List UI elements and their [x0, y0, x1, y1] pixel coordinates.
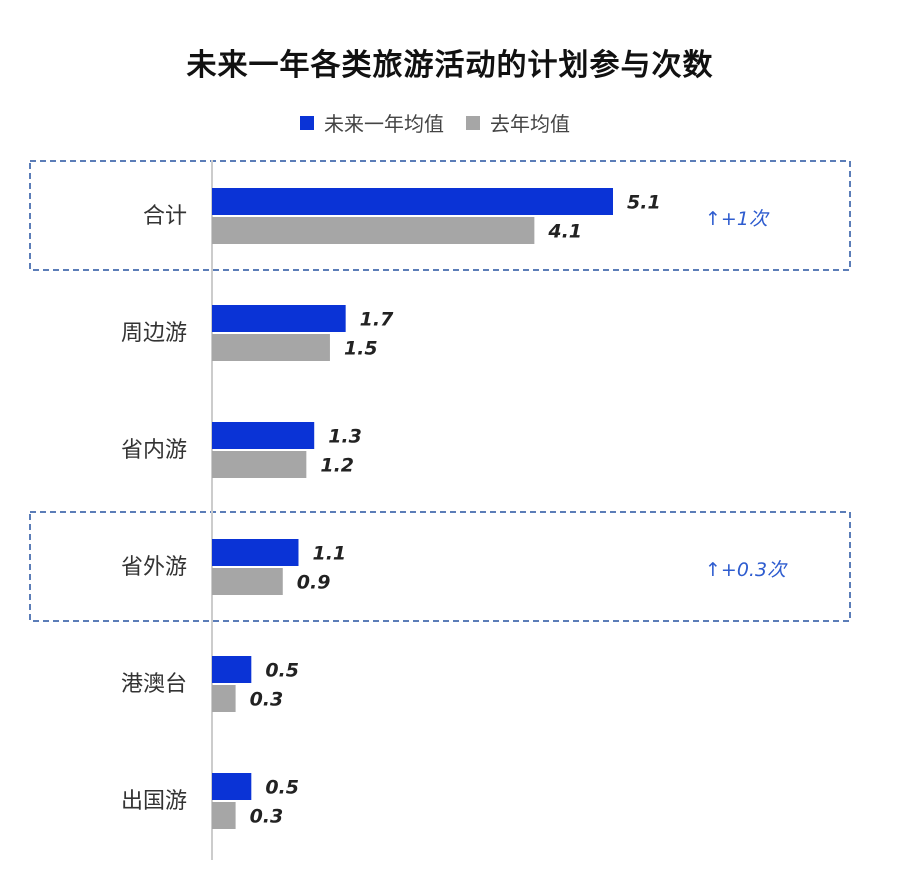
legend-label-series1: 未来一年均值 [324, 112, 444, 136]
legend-item-series2: 去年均值 [466, 108, 570, 137]
category-label-3: 省外游 [121, 555, 187, 580]
category-label-0: 合计 [143, 204, 187, 229]
legend-label-series2: 去年均值 [490, 112, 570, 136]
value-label-series2-0: 4.1 [547, 221, 582, 243]
value-label-series2-4: 0.3 [250, 689, 284, 711]
value-label-series1-4: 0.5 [265, 660, 299, 682]
value-label-series1-0: 5.1 [627, 192, 661, 214]
value-label-series2-5: 0.3 [250, 806, 284, 828]
bar-series2-3 [212, 568, 283, 595]
value-label-series2-1: 1.5 [344, 338, 378, 360]
bar-series1-2 [212, 422, 315, 449]
legend-item-series1: 未来一年均值 [300, 108, 444, 137]
value-label-series2-2: 1.2 [320, 455, 354, 477]
category-label-2: 省内游 [121, 438, 187, 463]
value-label-series1-2: 1.3 [328, 426, 362, 448]
bar-series2-0 [212, 217, 535, 244]
bar-series1-5 [212, 773, 252, 800]
category-label-5: 出国游 [121, 789, 187, 814]
category-label-4: 港澳台 [121, 672, 187, 697]
legend: 未来一年均值 去年均值 [300, 108, 570, 137]
category-label-1: 周边游 [121, 321, 187, 346]
bar-series2-2 [212, 451, 307, 478]
value-label-series1-1: 1.7 [360, 309, 394, 331]
annotation-label-0: ↑+1次 [705, 208, 770, 230]
bar-series1-3 [212, 539, 299, 566]
chart-title: 未来一年各类旅游活动的计划参与次数 [186, 48, 714, 83]
highlight-box-0 [29, 160, 851, 271]
bar-series2-5 [212, 802, 236, 829]
bar-series2-4 [212, 685, 236, 712]
bar-series1-4 [212, 656, 252, 683]
bar-series2-1 [212, 334, 330, 361]
legend-swatch-series1 [300, 115, 314, 130]
annotation-label-1: ↑+0.3次 [705, 559, 788, 581]
bar-series1-0 [212, 188, 613, 215]
bar-series1-1 [212, 305, 346, 332]
value-label-series1-3: 1.1 [312, 543, 346, 565]
value-label-series1-5: 0.5 [265, 777, 299, 799]
legend-swatch-series2 [466, 115, 480, 130]
value-label-series2-3: 0.9 [297, 572, 331, 594]
highlight-box-3 [29, 511, 851, 622]
